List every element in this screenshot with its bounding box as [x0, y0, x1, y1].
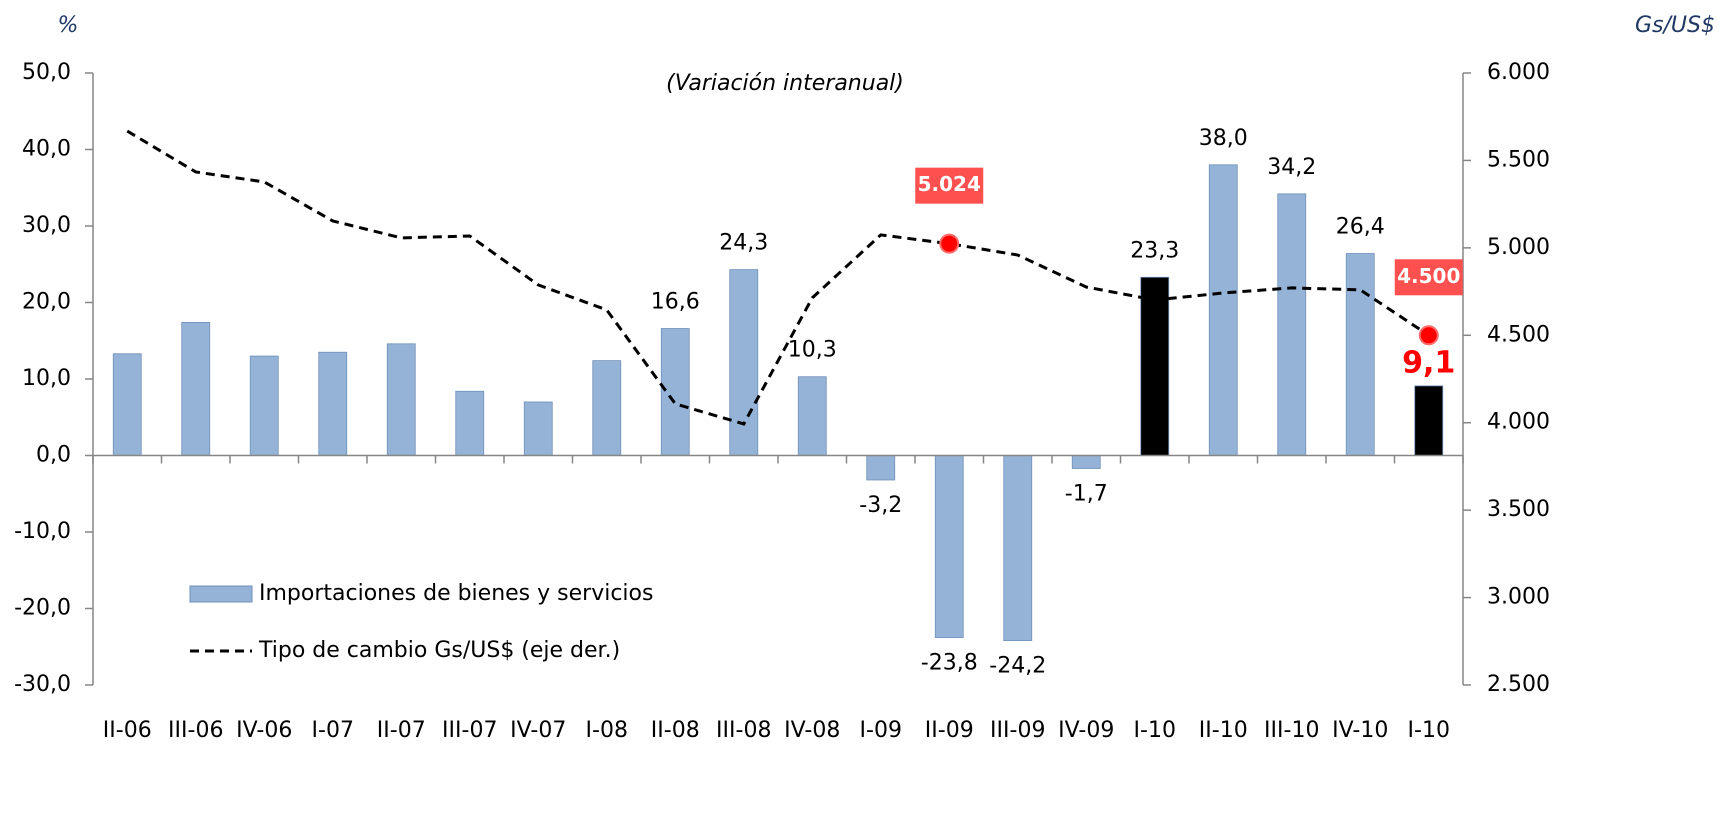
x-tick-label: II-10 [1199, 718, 1248, 743]
y-tick-label: -10,0 [14, 519, 71, 544]
label-box [915, 167, 984, 204]
data-label: 4.500 [1397, 264, 1460, 288]
x-tick-label: I-10 [1408, 718, 1450, 743]
data-label: 24,3 [719, 231, 768, 256]
bar [934, 455, 964, 638]
x-tick-label: IV-09 [1058, 718, 1114, 743]
y2-tick-label: 2.500 [1487, 672, 1550, 697]
bar [1277, 193, 1307, 456]
x-tick-label: III-08 [716, 718, 771, 743]
x-tick-label: IV-06 [236, 718, 292, 743]
data-label: 34,2 [1267, 155, 1316, 180]
y2-tick-label: 4.000 [1487, 410, 1550, 435]
y2-tick-label: 6.000 [1487, 60, 1550, 85]
bar [797, 376, 827, 456]
x-tick-label: IV-08 [784, 718, 840, 743]
bar [181, 321, 211, 456]
data-label: 16,6 [651, 290, 700, 315]
bar [386, 343, 416, 456]
bar [523, 401, 553, 456]
x-tick-label: III-06 [168, 718, 223, 743]
bar [318, 351, 348, 456]
y2-tick-label: 4.500 [1487, 322, 1550, 347]
bar [249, 355, 279, 456]
x-tick-label: II-07 [377, 718, 426, 743]
legend-swatch [189, 585, 253, 603]
x-tick-label: I-10 [1134, 718, 1176, 743]
data-label: -24,2 [989, 654, 1046, 679]
y2-axis-label: Gs/US$ [1635, 13, 1715, 38]
bar [1208, 164, 1238, 456]
x-tick-label: IV-10 [1332, 718, 1388, 743]
y2-tick-label: 3.500 [1487, 497, 1550, 522]
x-tick-label: III-07 [442, 718, 497, 743]
x-tick-label: I-09 [860, 718, 902, 743]
bar [1071, 455, 1101, 469]
x-tick-label: I-08 [586, 718, 628, 743]
data-label: -23,8 [921, 651, 978, 676]
y-tick-label: 40,0 [22, 137, 71, 162]
y-tick-label: 10,0 [22, 366, 71, 391]
y2-tick-label: 5.000 [1487, 235, 1550, 260]
legend-label: Tipo de cambio Gs/US$ (eje der.) [258, 638, 620, 663]
y-tick-label: -30,0 [14, 672, 71, 697]
bar [455, 390, 485, 456]
data-label: 9,1 [1402, 345, 1455, 380]
x-tick-label: III-09 [990, 718, 1045, 743]
y-axis-label: % [58, 13, 79, 38]
y-tick-label: 30,0 [22, 213, 71, 238]
data-label: 38,0 [1199, 126, 1248, 151]
bar [112, 353, 142, 456]
bar [1414, 385, 1444, 456]
bar [866, 455, 896, 481]
highlight-point [1418, 325, 1439, 346]
data-label: 10,3 [788, 338, 837, 363]
data-label: 23,3 [1130, 238, 1179, 263]
y-tick-label: -20,0 [14, 596, 71, 621]
data-label: 5.024 [918, 172, 981, 196]
x-tick-label: III-10 [1264, 718, 1319, 743]
subtitle: (Variación interanual) [666, 71, 904, 96]
bar [1345, 253, 1375, 456]
bar [592, 360, 622, 456]
highlight-point [939, 233, 960, 254]
y2-tick-label: 5.500 [1487, 147, 1550, 172]
bar [1140, 276, 1170, 456]
x-tick-label: IV-07 [510, 718, 566, 743]
bar [729, 269, 759, 456]
label-box [1394, 259, 1463, 296]
x-tick-label: II-09 [925, 718, 974, 743]
data-label: 26,4 [1336, 215, 1385, 240]
x-tick-label: II-08 [651, 718, 700, 743]
y2-tick-label: 3.000 [1487, 585, 1550, 610]
data-label: -1,7 [1065, 482, 1108, 507]
y-tick-label: 20,0 [22, 290, 71, 315]
x-tick-label: II-06 [103, 718, 152, 743]
legend-label: Importaciones de bienes y servicios [259, 581, 653, 606]
bar [660, 328, 690, 456]
line [126, 129, 1430, 426]
data-label: -3,2 [859, 493, 902, 518]
bar [1003, 455, 1033, 642]
y-tick-label: 0,0 [36, 443, 71, 468]
y-tick-label: 50,0 [22, 60, 71, 85]
x-tick-label: I-07 [312, 718, 354, 743]
